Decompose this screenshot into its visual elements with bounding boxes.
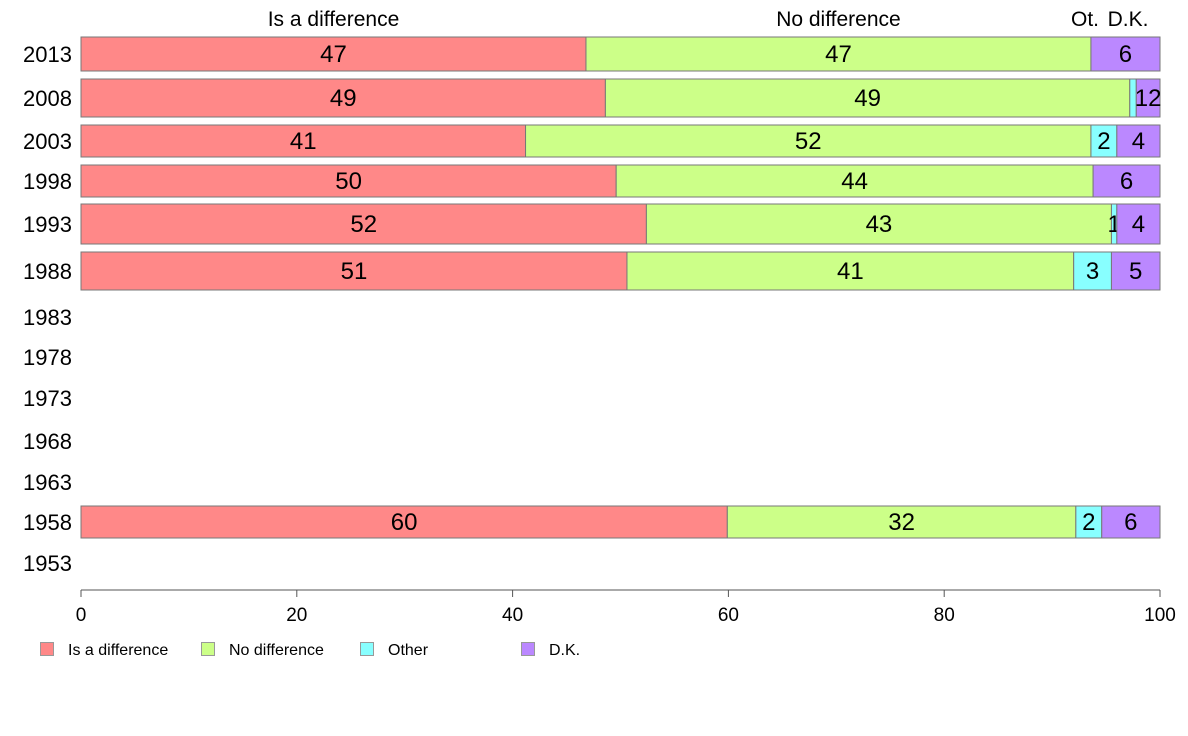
x-tick-label-60: 60 xyxy=(718,605,739,626)
legend-item-dk: D.K. xyxy=(521,642,580,660)
x-tick-label-20: 20 xyxy=(286,605,307,626)
data-label-is-a-difference-2013: 47 xyxy=(320,41,347,68)
bar-is-a-difference-2013 xyxy=(80,36,587,72)
data-label-no-difference-1958: 32 xyxy=(888,509,915,536)
y-tick-1973: 1973 xyxy=(23,386,72,411)
data-label-d-k-1998: 6 xyxy=(1120,168,1133,195)
bar-is-a-difference-2003 xyxy=(80,124,527,158)
data-label-no-difference-2013: 47 xyxy=(825,41,852,68)
x-tick-label-0: 0 xyxy=(76,605,87,626)
legend-item-no-difference: No difference xyxy=(201,642,324,660)
data-label-no-difference-1993: 43 xyxy=(866,211,893,238)
data-label-other-1958: 2 xyxy=(1082,509,1095,536)
bar-d-k-2008 xyxy=(1135,78,1161,118)
data-label-d-k-1958: 6 xyxy=(1124,509,1137,536)
data-label-is-a-difference-2003: 41 xyxy=(290,128,317,155)
legend-label-dk: D.K. xyxy=(549,642,581,659)
top-label-ot: Ot. xyxy=(1071,8,1099,31)
legend-swatch-other xyxy=(360,642,374,657)
y-tick-1963: 1963 xyxy=(23,470,72,495)
legend-swatch-is-a-difference xyxy=(40,642,54,657)
data-label-d-k-1993: 4 xyxy=(1132,211,1145,238)
bar-no-difference-1993 xyxy=(645,203,1112,245)
data-label-is-a-difference-1958: 60 xyxy=(391,509,418,536)
bar-other-1988 xyxy=(1073,251,1112,291)
top-label-is-a-difference: Is a difference xyxy=(268,8,400,31)
data-label-is-a-difference-1998: 50 xyxy=(335,168,362,195)
bar-d-k-1958 xyxy=(1101,505,1161,539)
y-tick-2013: 2013 xyxy=(23,42,72,67)
legend-item-other: Other xyxy=(360,642,428,660)
x-tick-label-80: 80 xyxy=(934,605,955,626)
bar-is-a-difference-2008 xyxy=(80,78,606,118)
y-tick-2008: 2008 xyxy=(23,86,72,111)
y-tick-1958: 1958 xyxy=(23,510,72,535)
legend-label-other: Other xyxy=(388,642,429,659)
x-tick-label-40: 40 xyxy=(502,605,523,626)
bar-d-k-1993 xyxy=(1116,203,1161,245)
bar-d-k-1988 xyxy=(1110,251,1161,291)
y-tick-1978: 1978 xyxy=(23,345,72,370)
data-label-no-difference-2003: 52 xyxy=(795,128,822,155)
top-label-d-k: D.K. xyxy=(1108,8,1149,31)
data-label-is-a-difference-1988: 51 xyxy=(341,258,368,285)
bar-no-difference-2008 xyxy=(604,78,1131,118)
data-label-is-a-difference-1993: 52 xyxy=(350,211,377,238)
data-label-d-k-1988: 5 xyxy=(1129,258,1142,285)
data-label-other-2003: 2 xyxy=(1097,128,1110,155)
bar-no-difference-1998 xyxy=(615,164,1094,198)
data-label-no-difference-1988: 41 xyxy=(837,258,864,285)
y-tick-1953: 1953 xyxy=(23,551,72,576)
y-tick-1968: 1968 xyxy=(23,429,72,454)
legend-swatch-no-difference xyxy=(201,642,215,657)
data-label-other-1988: 3 xyxy=(1086,258,1099,285)
bar-is-a-difference-1958 xyxy=(80,505,728,539)
y-tick-1983: 1983 xyxy=(23,305,72,330)
bar-d-k-2013 xyxy=(1090,36,1161,72)
data-label-no-difference-1998: 44 xyxy=(841,168,868,195)
y-tick-1998: 1998 xyxy=(23,169,72,194)
data-label-is-a-difference-2008: 49 xyxy=(330,85,357,112)
bar-d-k-1998 xyxy=(1092,164,1161,198)
data-label-d-k-2008: 12 xyxy=(1135,85,1162,112)
x-tick-label-100: 100 xyxy=(1144,605,1176,626)
bar-other-1958 xyxy=(1075,505,1103,539)
y-tick-2003: 2003 xyxy=(23,129,72,154)
legend-item-is-a-difference: Is a difference xyxy=(40,642,168,660)
bar-no-difference-1988 xyxy=(626,251,1075,291)
bar-no-difference-2013 xyxy=(585,36,1092,72)
y-tick-1993: 1993 xyxy=(23,212,72,237)
y-tick-1988: 1988 xyxy=(23,259,72,284)
legend-label-no-difference: No difference xyxy=(229,642,324,659)
top-label-no-difference: No difference xyxy=(776,8,901,31)
data-label-d-k-2003: 4 xyxy=(1132,128,1145,155)
data-label-d-k-2013: 6 xyxy=(1119,41,1132,68)
bar-no-difference-2003 xyxy=(525,124,1092,158)
bar-is-a-difference-1998 xyxy=(80,164,617,198)
bar-d-k-2003 xyxy=(1116,124,1161,158)
bar-other-2003 xyxy=(1090,124,1118,158)
bar-is-a-difference-1988 xyxy=(80,251,628,291)
legend-label-is-a-difference: Is a difference xyxy=(68,642,169,659)
legend-swatch-dk xyxy=(521,642,535,657)
data-label-no-difference-2008: 49 xyxy=(854,85,881,112)
